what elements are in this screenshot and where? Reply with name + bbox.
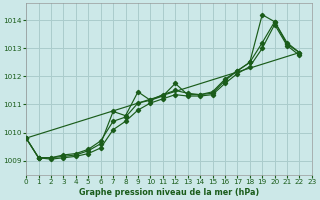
X-axis label: Graphe pression niveau de la mer (hPa): Graphe pression niveau de la mer (hPa) <box>79 188 259 197</box>
